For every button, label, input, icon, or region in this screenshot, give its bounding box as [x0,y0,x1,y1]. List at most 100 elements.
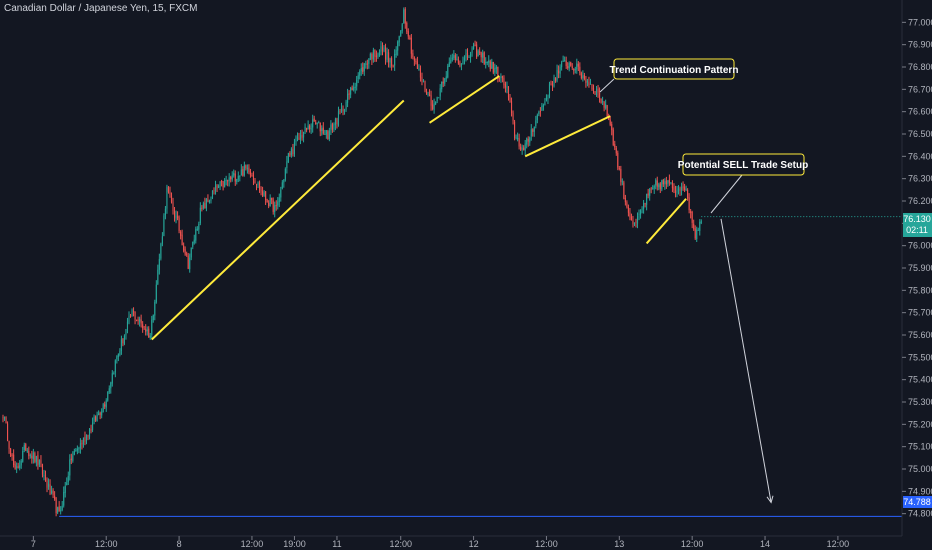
candle[interactable] [131,308,133,317]
candle[interactable] [661,179,663,192]
candle[interactable] [272,197,274,215]
candle[interactable] [415,58,417,65]
candle[interactable] [418,64,420,71]
candle[interactable] [413,56,415,66]
candle[interactable] [632,215,634,228]
candle[interactable] [299,130,302,145]
candle[interactable] [357,72,359,84]
candle[interactable] [641,206,643,214]
candle[interactable] [28,446,30,460]
candle[interactable] [422,79,425,83]
candle[interactable] [16,462,18,474]
candle[interactable] [293,138,296,157]
candle[interactable] [421,72,423,86]
candle[interactable] [397,40,399,56]
candle[interactable] [113,371,115,375]
candle[interactable] [258,180,261,193]
candle[interactable] [386,47,388,63]
candle[interactable] [70,453,72,465]
candle[interactable] [406,21,408,35]
candle[interactable] [218,184,220,189]
candle[interactable] [401,22,403,34]
candle[interactable] [457,56,459,65]
candle[interactable] [172,197,174,215]
candle[interactable] [284,167,286,182]
candle[interactable] [369,52,371,61]
candle[interactable] [454,53,456,63]
candle[interactable] [19,460,21,471]
candle[interactable] [459,60,461,68]
candle[interactable] [123,334,125,346]
candle[interactable] [161,232,163,247]
candle[interactable] [190,247,192,261]
candle[interactable] [149,332,151,340]
candle[interactable] [110,381,112,394]
candle[interactable] [202,201,204,210]
candle[interactable] [96,411,98,422]
candle[interactable] [152,314,154,323]
candle[interactable] [504,81,507,93]
projection-arrow-line[interactable] [720,218,772,503]
candle[interactable] [520,143,522,152]
candle[interactable] [615,145,617,156]
candle[interactable] [85,434,88,445]
candle[interactable] [233,169,235,178]
candle[interactable] [384,43,387,65]
candle[interactable] [579,62,581,76]
candle[interactable] [561,60,563,71]
candle[interactable] [73,448,75,456]
candle[interactable] [679,186,681,196]
candle[interactable] [310,123,312,134]
candle[interactable] [178,215,180,234]
candle[interactable] [82,437,85,448]
candle[interactable] [240,164,242,176]
candle[interactable] [621,178,623,186]
candle[interactable] [611,121,613,136]
candle[interactable] [685,185,687,192]
candle[interactable] [541,102,543,112]
candle[interactable] [388,49,390,68]
candle[interactable] [160,242,162,261]
candle[interactable] [199,202,201,226]
candle[interactable] [659,182,661,194]
candle[interactable] [477,49,479,57]
candle[interactable] [142,321,144,333]
candle[interactable] [618,165,620,171]
candle[interactable] [340,102,343,113]
candle[interactable] [463,55,466,65]
candle[interactable] [274,201,276,218]
candle[interactable] [255,183,258,191]
candle[interactable] [228,173,230,187]
candle[interactable] [331,122,333,133]
candle[interactable] [221,179,223,187]
candle[interactable] [354,82,356,94]
candle[interactable] [236,178,238,185]
candle[interactable] [216,184,218,192]
candle[interactable] [122,338,124,347]
candle[interactable] [111,370,113,387]
candle[interactable] [290,147,292,158]
candle[interactable] [474,40,476,47]
candle[interactable] [510,97,513,117]
candle[interactable] [263,190,265,197]
candle[interactable] [183,242,185,253]
candle[interactable] [325,130,327,139]
candle[interactable] [394,49,396,71]
candle[interactable] [403,7,405,24]
candle[interactable] [20,458,22,469]
candle[interactable] [582,70,584,82]
candle[interactable] [330,120,332,136]
candle[interactable] [395,46,397,58]
candle[interactable] [313,115,315,122]
candle[interactable] [687,188,689,201]
trend-continuation-callout[interactable]: Trend Continuation Pattern [599,58,738,93]
candle[interactable] [550,80,552,86]
candle[interactable] [321,125,323,136]
candle[interactable] [577,61,579,72]
candle[interactable] [542,103,544,111]
candle[interactable] [523,145,525,151]
candle[interactable] [636,212,639,229]
candle[interactable] [88,428,91,440]
candle[interactable] [653,184,655,194]
candle[interactable] [60,506,62,515]
